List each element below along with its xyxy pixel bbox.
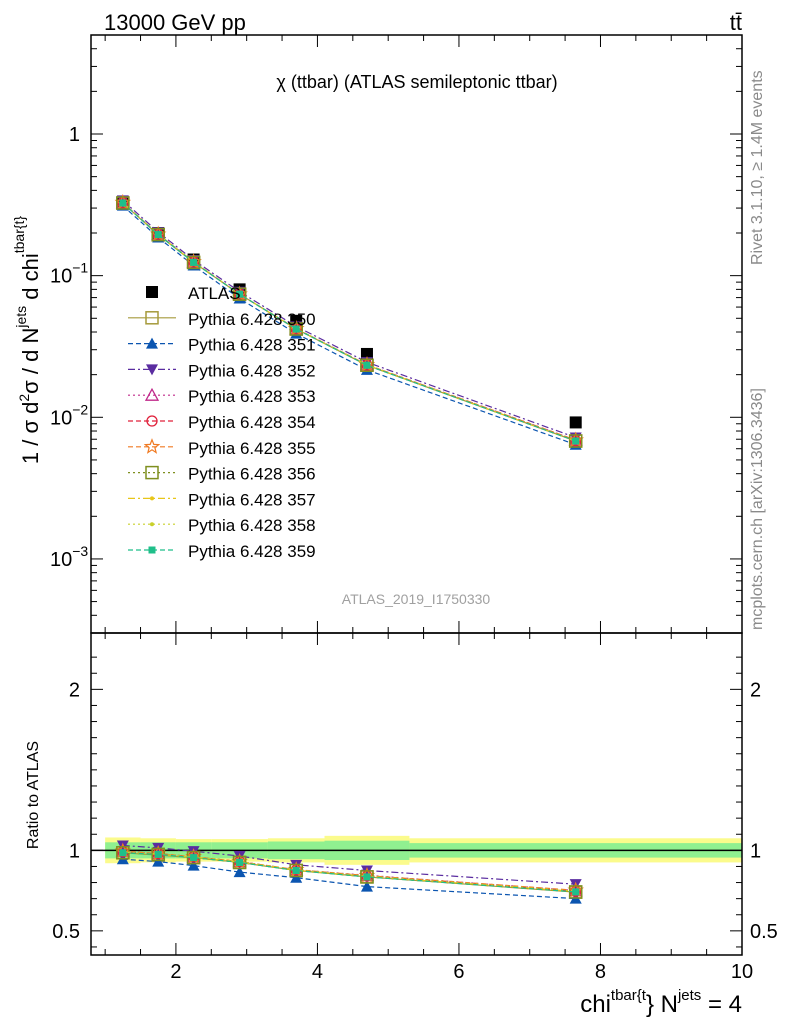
x-tick-label: 6 [453, 961, 464, 983]
mcplots-label: mcplots.cern.ch [arXiv:1306.3436] [749, 388, 766, 630]
ratio-y-tick-label: 2 [69, 679, 80, 701]
legend-marker [146, 337, 158, 349]
main-data-point [236, 290, 244, 298]
main-panel: 10−3 10−2 10−1 1 [50, 34, 743, 634]
legend-marker [144, 387, 160, 401]
main-y-axis-label: 1 / σ d2σ / d Njets d chitbar{t} [11, 216, 43, 465]
plot-title: χ (ttbar) (ATLAS semileptonic ttbar) [276, 72, 557, 92]
main-data-point [119, 199, 127, 207]
main-data-point [151, 227, 165, 242]
x-tick-label: 8 [595, 961, 606, 983]
ratio-data-point [187, 859, 200, 871]
legend-label: ATLAS [188, 284, 241, 303]
ratio-data-point [363, 873, 371, 881]
ratio-data-point [154, 850, 162, 858]
process-label: tt̄ [730, 10, 742, 35]
main-data-point [572, 437, 580, 445]
ratio-y-axis-label: Ratio to ATLAS [25, 741, 42, 849]
main-data-point [186, 255, 201, 270]
main-data-point [190, 258, 198, 266]
legend-label: Pythia 6.428 351 [188, 336, 316, 355]
legend-marker [150, 522, 154, 527]
ratio-data-point [360, 880, 373, 892]
ratio-data-point [572, 888, 580, 896]
main-data-point [154, 231, 162, 239]
legend-marker [143, 438, 161, 454]
x-tick-label: 2 [170, 961, 181, 983]
legend-marker [145, 311, 159, 325]
legend-label: Pythia 6.428 358 [188, 516, 316, 535]
ratio-frame [90, 632, 743, 956]
ratio-data-point [233, 866, 246, 878]
legend-label: Pythia 6.428 353 [188, 387, 316, 406]
main-data-point [117, 197, 129, 209]
svg-text:chitbar{t} Njets = 4: chitbar{t} Njets = 4 [580, 987, 742, 1018]
legend-marker [145, 465, 159, 480]
x-tick-label: 10 [731, 961, 753, 983]
legend-label: Pythia 6.428 355 [188, 439, 316, 458]
ratio-y-tick-label: 1 [69, 840, 80, 862]
legend-label: Pythia 6.428 354 [188, 413, 316, 432]
ratio-data-point [190, 854, 198, 862]
legend-marker [146, 364, 158, 376]
watermark: ATLAS_2019_I1750330 [342, 591, 491, 607]
energy-label: 13000 GeV pp [104, 10, 246, 35]
rivet-label: Rivet 3.1.10, ≥ 1.4M events [749, 70, 766, 265]
main-data-point [290, 323, 302, 335]
main-data-point [360, 347, 373, 360]
ratio-data-point [292, 866, 300, 874]
main-data-point [292, 325, 300, 333]
x-tick-label: 4 [312, 961, 323, 983]
ratio-y-tick-label: 0.5 [52, 921, 80, 943]
main-data-point [233, 288, 246, 300]
main-y-tick-label: 10−3 [50, 543, 88, 571]
legend-marker [148, 546, 156, 554]
legend-marker [150, 496, 154, 501]
main-data-point [569, 416, 582, 429]
legend-marker [146, 415, 158, 427]
legend-marker [146, 286, 158, 298]
main-data-point [289, 322, 303, 336]
ratio-data-point [236, 858, 244, 866]
ratio-y-tick-label-right: 0.5 [750, 921, 778, 943]
ratio-data-point [119, 849, 127, 857]
ratio-y-tick-label-right: 1 [750, 840, 761, 862]
main-data-point [116, 196, 130, 210]
legend-label: Pythia 6.428 359 [188, 542, 316, 561]
ratio-panel: 2 4 6 8 10 0.5 0.5 1 1 2 2 [52, 632, 778, 983]
legend-label: Pythia 6.428 350 [188, 310, 316, 329]
legend-label: Pythia 6.428 352 [188, 361, 316, 380]
main-y-tick-label: 10−1 [50, 260, 88, 288]
legend-label: Pythia 6.428 356 [188, 465, 316, 484]
main-data-point [363, 361, 371, 369]
main-y-tick-label: 1 [69, 124, 80, 146]
svg-text:1 / σ d2σ / d Njets d chitbar{: 1 / σ d2σ / d Njets d chitbar{t} [11, 216, 43, 465]
legend: ATLAS Pythia 6.428 350 Pythia 6.428 351 Pyt… [128, 284, 316, 561]
main-data-point [570, 435, 582, 447]
ratio-y-tick-label-right: 2 [750, 679, 761, 701]
legend-label: Pythia 6.428 357 [188, 490, 316, 509]
main-data-point [360, 358, 374, 373]
main-data-point [568, 434, 583, 448]
x-axis-label: chitbar{t} Njets = 4 [580, 987, 742, 1018]
main-y-tick-label: 10−2 [50, 401, 88, 429]
main-data-point [232, 287, 247, 301]
